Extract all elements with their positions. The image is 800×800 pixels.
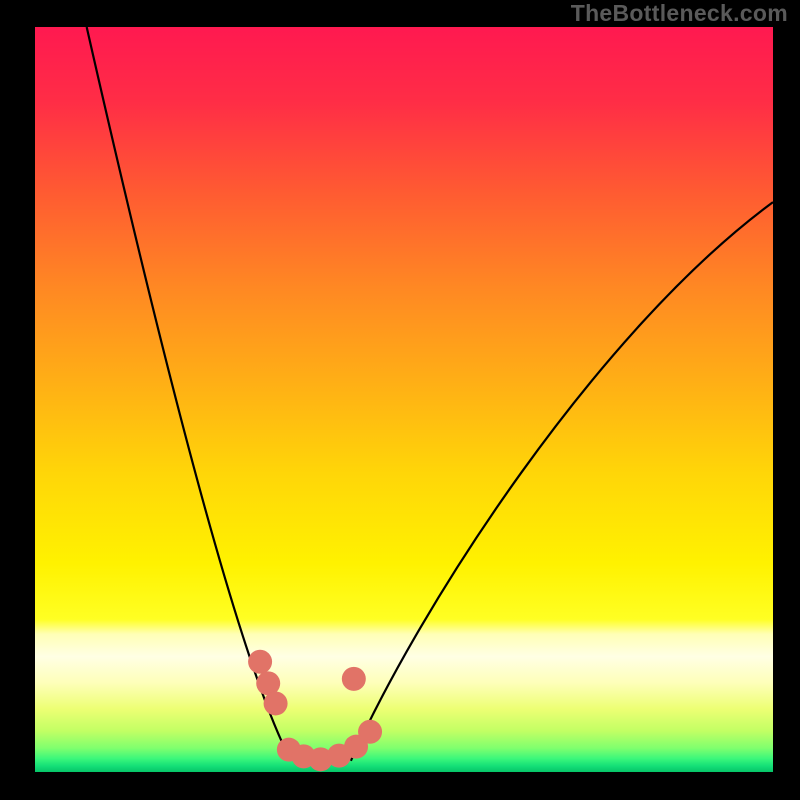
plot-svg [35,27,773,772]
data-marker [264,691,288,715]
plot-area [35,27,773,772]
watermark-text: TheBottleneck.com [571,0,788,27]
data-marker [342,667,366,691]
data-marker [358,720,382,744]
gradient-background [35,27,773,772]
data-marker [248,650,272,674]
chart-container: TheBottleneck.com [0,0,800,800]
